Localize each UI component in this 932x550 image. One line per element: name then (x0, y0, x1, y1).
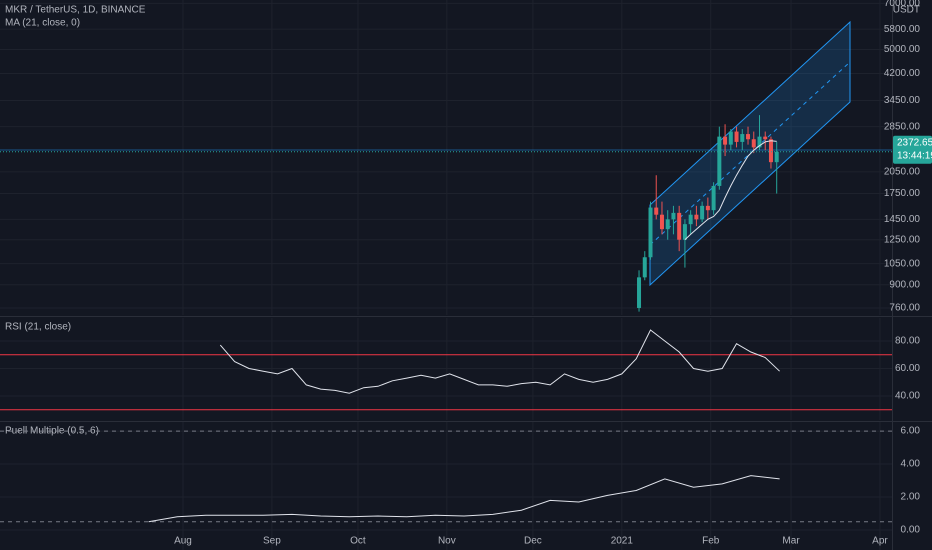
x-tick-label: Dec (524, 536, 542, 547)
candle-body (746, 134, 751, 140)
y-tick-label: 2050.00 (884, 166, 921, 177)
channel-midline (649, 61, 851, 246)
y-tick-label: 7000.00 (884, 0, 921, 9)
symbol-title: MKR / TetherUS, 1D, BINANCE (5, 5, 146, 16)
y-tick-label: 5000.00 (884, 44, 921, 55)
y-tick-label: 1050.00 (884, 258, 921, 269)
x-tick-label: Nov (438, 536, 456, 547)
y-tick-label: 6.00 (901, 426, 921, 437)
y-tick-label: 1450.00 (884, 214, 921, 225)
y-tick-label: 4200.00 (884, 68, 921, 79)
candle-body (637, 277, 642, 308)
candle-body (763, 136, 768, 140)
currency-unit: USDT (893, 5, 920, 16)
candle-body (642, 257, 647, 278)
indicator-line (219, 329, 780, 394)
y-tick-label: 760.00 (889, 303, 920, 314)
candle-body (723, 136, 728, 145)
candle-body (705, 205, 710, 211)
candle-body (751, 139, 756, 148)
y-tick-label: 80.00 (895, 336, 920, 347)
ma-legend: MA (21, close, 0) (5, 18, 80, 29)
y-tick-label: 0.00 (901, 525, 921, 536)
y-tick-label: 2.00 (901, 492, 921, 503)
candle-body (774, 151, 779, 163)
candle-body (659, 214, 664, 230)
bar-countdown: 13:44:19 (897, 150, 932, 161)
x-tick-label: Apr (872, 536, 888, 547)
candle-body (648, 207, 653, 258)
candle-body (665, 219, 670, 230)
y-tick-label: 40.00 (895, 391, 920, 402)
candle-body (717, 136, 722, 186)
pane (0, 318, 892, 420)
y-tick-label: 2850.00 (884, 121, 921, 132)
last-price-label: 2372.65 (897, 137, 932, 148)
candle-body (677, 212, 682, 240)
candle-body (694, 214, 699, 220)
x-tick-label: Aug (174, 536, 192, 547)
x-tick-label: Oct (350, 536, 366, 547)
candle-body (654, 207, 659, 215)
candle-body (711, 185, 716, 211)
moving-average (684, 140, 777, 241)
rsi-legend: RSI (21, close) (5, 322, 71, 333)
y-tick-label: 60.00 (895, 363, 920, 374)
candle-body (734, 131, 739, 142)
pane (0, 422, 892, 550)
pane (0, 0, 892, 315)
candle-body (671, 212, 676, 220)
candle-body (682, 224, 687, 240)
y-tick-label: 4.00 (901, 459, 921, 470)
candle-body (757, 136, 762, 148)
y-tick-label: 1250.00 (884, 234, 921, 245)
x-tick-label: Feb (702, 536, 720, 547)
candle-body (688, 214, 693, 225)
y-tick-label: 1750.00 (884, 188, 921, 199)
y-tick-label: 900.00 (889, 279, 920, 290)
x-tick-label: Mar (782, 536, 800, 547)
y-tick-label: 3450.00 (884, 95, 921, 106)
x-tick-label: 2021 (611, 536, 634, 547)
candle-body (740, 134, 745, 142)
x-tick-label: Sep (263, 536, 281, 547)
y-tick-label: 5800.00 (884, 24, 921, 35)
candle-body (768, 139, 773, 163)
last-price-box (893, 135, 932, 164)
candle-body (700, 205, 705, 220)
candle-body (728, 131, 733, 145)
indicator-line (148, 475, 780, 523)
